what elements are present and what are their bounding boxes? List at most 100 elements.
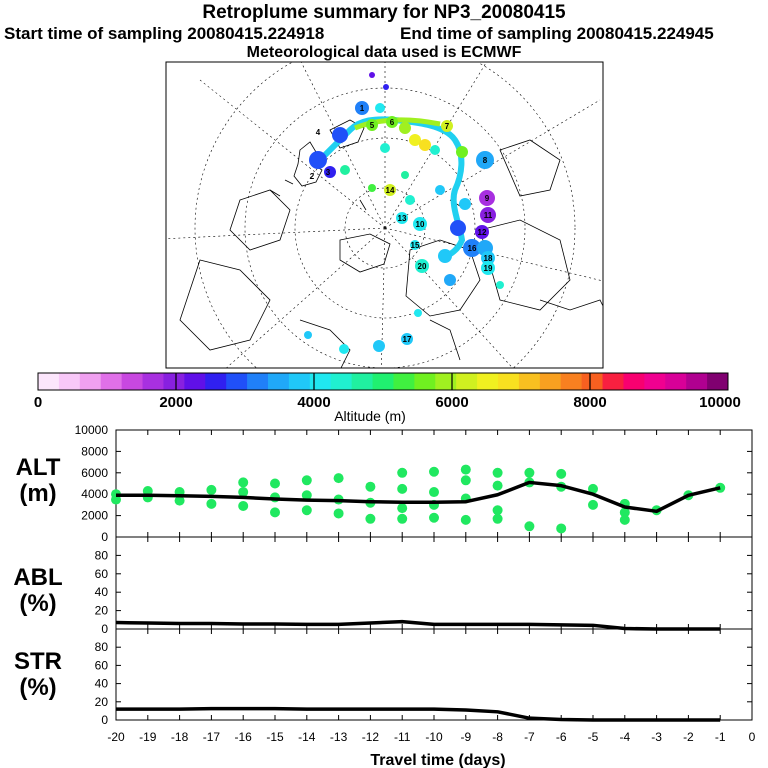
cluster-point	[524, 467, 535, 478]
colorbar-cell	[686, 373, 708, 390]
altitude-colorbar: 0 2000 4000 6000 8000 10000 Altitude (m)	[34, 372, 741, 424]
map-labels: 1 2 3 4 5 6 7 8 9 10 11 12 13 14 15 16 1…	[310, 104, 493, 344]
cluster-point	[397, 483, 408, 494]
colorbar-cell	[205, 373, 227, 390]
map-label: 3	[326, 168, 331, 177]
colorbar-cell	[602, 373, 624, 390]
cluster-point	[397, 503, 408, 514]
map-label: 14	[386, 186, 395, 195]
colorbar-cell	[351, 373, 374, 390]
map-label: 4	[316, 128, 321, 137]
x-axis-label: Travel time (days)	[370, 752, 505, 768]
x-tick-label: -12	[362, 730, 380, 744]
colorbar-cell	[163, 373, 185, 390]
cluster-point	[492, 467, 503, 478]
x-tick-label: -14	[298, 730, 316, 744]
cluster-point	[715, 482, 726, 493]
cluster-point	[111, 494, 121, 505]
cluster-point	[524, 521, 535, 532]
series-line-alt	[116, 480, 721, 514]
map-label: 7	[445, 122, 450, 131]
map-frame	[165, 61, 604, 369]
x-tick-label: -16	[235, 730, 253, 744]
colorbar-cell	[184, 373, 206, 390]
cluster-point	[301, 490, 312, 501]
cluster-point	[142, 485, 153, 496]
map-label: 18	[484, 254, 493, 263]
colorbar-cell	[518, 373, 541, 390]
x-tick-label: -3	[651, 730, 662, 744]
cluster-point	[174, 487, 185, 498]
x-tick-label: -4	[619, 730, 630, 744]
str-label-line1: STR	[14, 648, 62, 675]
colorbar-cell	[79, 373, 102, 390]
abl-label-line1: ABL	[13, 564, 63, 591]
cluster-point	[429, 512, 439, 523]
y-tick-label: 80	[95, 548, 109, 562]
cluster-point	[270, 507, 280, 518]
y-tick-label: 60	[95, 658, 109, 672]
abl-panel-label: ABL (%)	[8, 565, 68, 617]
cluster-point	[460, 514, 471, 525]
cluster-point	[333, 508, 344, 519]
colorbar-tick: 6000	[435, 394, 468, 411]
map-label: 11	[484, 211, 493, 220]
colorbar-label: Altitude (m)	[334, 408, 406, 424]
map-label: 20	[418, 262, 427, 271]
alt-panel-label: ALT (m)	[8, 455, 68, 507]
cluster-point	[429, 466, 439, 477]
cluster-point	[206, 484, 217, 495]
cluster-point	[619, 514, 630, 525]
cluster-point	[238, 500, 249, 511]
abl-label-line2: (%)	[19, 590, 57, 617]
cluster-point	[238, 477, 249, 488]
colorbar-cell	[623, 373, 645, 390]
str-label-line2: (%)	[19, 674, 57, 701]
colorbar-cell	[38, 373, 60, 390]
colorbar-tick: 8000	[573, 394, 606, 411]
cluster-point	[588, 483, 598, 494]
cluster-point	[619, 507, 630, 518]
x-tick-label: -5	[588, 730, 599, 744]
colorbar-cell	[247, 373, 269, 390]
colorbar-cell	[665, 373, 687, 390]
y-tick-label: 4000	[81, 487, 108, 501]
colorbar-cell	[100, 373, 123, 390]
cluster-point	[397, 467, 408, 478]
cluster-point	[524, 477, 535, 488]
cluster-point	[365, 481, 376, 492]
start-time: Start time of sampling 20080415.224918	[4, 24, 325, 43]
x-tick-label: -19	[139, 730, 157, 744]
map-coastlines	[179, 119, 603, 368]
colorbar-cell	[393, 373, 415, 390]
y-tick-label: 6000	[81, 466, 108, 480]
cluster-point	[492, 513, 503, 524]
met-data-note: Meteorological data used is ECMWF	[246, 44, 522, 61]
cluster-point	[460, 464, 471, 475]
colorbar-cell	[560, 373, 583, 390]
cluster-point	[460, 493, 471, 504]
colorbar-cell	[414, 373, 436, 390]
cluster-point	[460, 475, 471, 486]
cluster-point	[429, 487, 439, 498]
x-tick-label: -7	[524, 730, 535, 744]
map-label: 2	[310, 172, 315, 181]
plume-track	[304, 72, 504, 354]
map-graticule	[166, 62, 603, 368]
x-tick-label: -6	[556, 730, 567, 744]
cluster-point	[111, 489, 121, 500]
colorbar-cell	[142, 373, 164, 390]
str-panel-label: STR (%)	[8, 649, 68, 701]
cluster-point	[365, 497, 376, 508]
colorbar-cell	[58, 373, 81, 390]
y-tick-label: 0	[101, 713, 108, 727]
x-tick-label: -17	[203, 730, 221, 744]
colorbar-cell	[539, 373, 562, 390]
x-tick-label: -9	[460, 730, 471, 744]
colorbar-cell	[581, 373, 604, 390]
y-tick-label: 8000	[81, 444, 108, 458]
colorbar-cell	[226, 373, 248, 390]
cluster-point	[238, 487, 249, 498]
colorbar-cell	[435, 373, 457, 390]
